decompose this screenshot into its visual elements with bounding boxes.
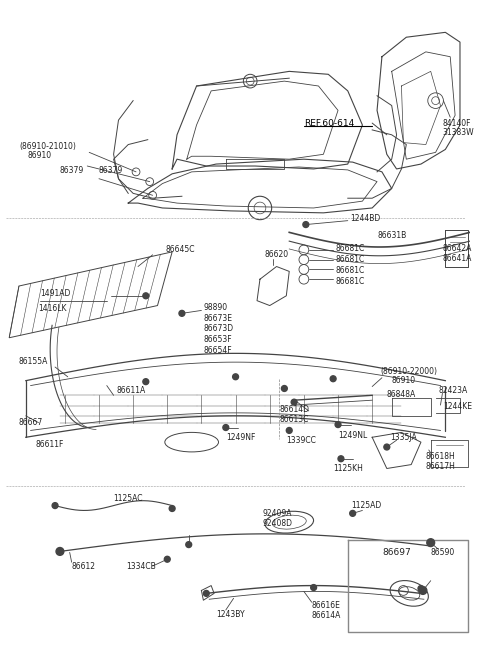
Text: (86910-21010): (86910-21010) bbox=[19, 142, 76, 151]
Text: 1335JA: 1335JA bbox=[390, 433, 417, 441]
Text: 1416LK: 1416LK bbox=[38, 304, 67, 313]
Text: 84140F: 84140F bbox=[443, 119, 471, 128]
Text: 92408D: 92408D bbox=[263, 519, 293, 528]
Text: 86379: 86379 bbox=[60, 166, 84, 176]
Circle shape bbox=[223, 424, 229, 430]
Circle shape bbox=[303, 221, 309, 227]
Text: 86673D: 86673D bbox=[204, 324, 233, 333]
Text: 82423A: 82423A bbox=[439, 386, 468, 395]
Circle shape bbox=[179, 310, 185, 316]
Circle shape bbox=[169, 506, 175, 512]
Text: 86614A: 86614A bbox=[312, 611, 341, 620]
Text: 86613C: 86613C bbox=[279, 415, 309, 424]
Circle shape bbox=[186, 542, 192, 548]
Circle shape bbox=[427, 539, 434, 546]
Circle shape bbox=[330, 376, 336, 382]
Circle shape bbox=[56, 548, 64, 555]
Text: REF.60-614: REF.60-614 bbox=[304, 119, 354, 128]
Text: 86617H: 86617H bbox=[426, 462, 456, 471]
Text: 86611F: 86611F bbox=[36, 440, 64, 449]
Text: (86910-22000): (86910-22000) bbox=[380, 367, 437, 377]
Text: 86611A: 86611A bbox=[117, 386, 146, 395]
Text: 1125AD: 1125AD bbox=[351, 501, 381, 510]
Circle shape bbox=[311, 585, 316, 590]
Circle shape bbox=[286, 428, 292, 434]
Text: 86654F: 86654F bbox=[204, 346, 232, 355]
Text: 1125AC: 1125AC bbox=[114, 495, 143, 503]
Text: 86673E: 86673E bbox=[204, 314, 232, 323]
Text: 1249NL: 1249NL bbox=[338, 431, 367, 440]
Circle shape bbox=[291, 399, 297, 405]
Circle shape bbox=[338, 456, 344, 462]
Text: 1249NF: 1249NF bbox=[226, 433, 255, 441]
Text: 86681C: 86681C bbox=[335, 266, 364, 275]
Text: 86681C: 86681C bbox=[335, 244, 364, 253]
Text: 86667: 86667 bbox=[19, 418, 43, 427]
Text: 86612: 86612 bbox=[72, 561, 96, 571]
Text: 86379: 86379 bbox=[99, 166, 123, 176]
Text: 1334CB: 1334CB bbox=[126, 561, 156, 571]
Circle shape bbox=[143, 379, 149, 384]
Text: 31383W: 31383W bbox=[443, 128, 474, 138]
Text: 86590: 86590 bbox=[431, 548, 455, 557]
Text: 1244BD: 1244BD bbox=[350, 214, 380, 223]
Circle shape bbox=[350, 510, 356, 516]
Circle shape bbox=[52, 502, 58, 508]
Text: 86910: 86910 bbox=[28, 151, 52, 160]
Circle shape bbox=[281, 386, 288, 392]
Text: 86681C: 86681C bbox=[335, 276, 364, 286]
Text: 1244KE: 1244KE bbox=[444, 402, 472, 411]
Text: 92409A: 92409A bbox=[263, 509, 292, 518]
Circle shape bbox=[419, 587, 427, 594]
Text: 1491AD: 1491AD bbox=[40, 290, 71, 298]
Circle shape bbox=[143, 293, 149, 299]
Text: 86614D: 86614D bbox=[279, 405, 310, 415]
Text: 98890: 98890 bbox=[204, 303, 228, 312]
Circle shape bbox=[164, 556, 170, 562]
Text: 86642A: 86642A bbox=[443, 244, 472, 253]
Circle shape bbox=[204, 590, 209, 596]
Text: 86681C: 86681C bbox=[335, 255, 364, 264]
Text: 86155A: 86155A bbox=[19, 357, 48, 365]
Text: 86910: 86910 bbox=[392, 376, 416, 385]
Text: 86620: 86620 bbox=[265, 250, 289, 259]
Text: 86645C: 86645C bbox=[165, 246, 195, 254]
Text: 86631B: 86631B bbox=[377, 231, 406, 240]
Circle shape bbox=[233, 374, 239, 380]
Text: 1339CC: 1339CC bbox=[286, 436, 316, 445]
Text: 86616E: 86616E bbox=[312, 601, 340, 610]
Circle shape bbox=[335, 422, 341, 428]
Text: 86848A: 86848A bbox=[387, 390, 416, 399]
Circle shape bbox=[384, 444, 390, 450]
Text: 86641A: 86641A bbox=[443, 254, 472, 263]
Text: 1243BY: 1243BY bbox=[216, 610, 245, 620]
Circle shape bbox=[418, 586, 424, 591]
Text: 86697: 86697 bbox=[382, 548, 411, 557]
Text: 1125KH: 1125KH bbox=[333, 464, 363, 473]
Text: 86653F: 86653F bbox=[204, 335, 232, 344]
Text: 86618H: 86618H bbox=[426, 453, 456, 461]
Polygon shape bbox=[9, 252, 172, 338]
